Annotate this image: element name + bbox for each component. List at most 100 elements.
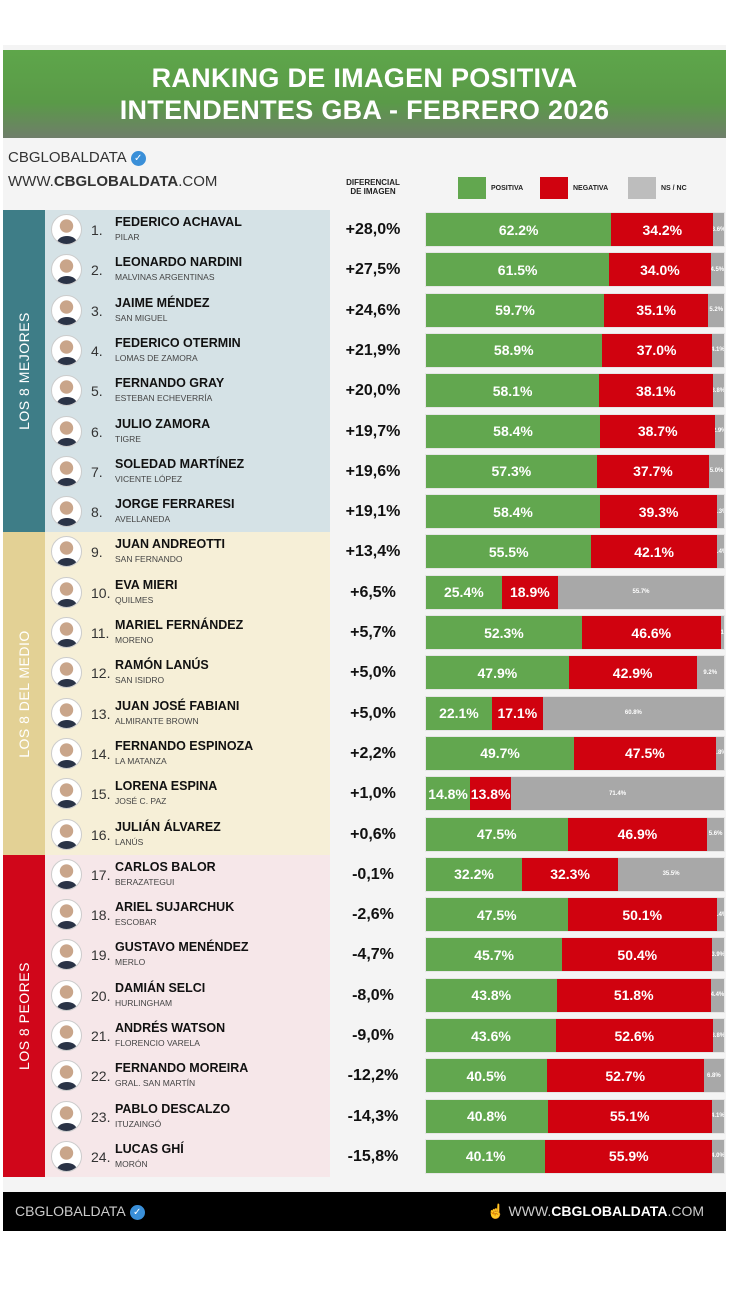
avatar: [51, 375, 82, 407]
municipality: MERLO: [115, 957, 146, 968]
avatar: [51, 778, 82, 810]
avatar: [51, 214, 82, 245]
image-differential: -12,2%: [347, 1067, 399, 1085]
bar-segment-nsnc: 5.0%: [709, 454, 724, 488]
municipality: ESTEBAN ECHEVERRÍA: [115, 393, 213, 404]
rank-number: 22.: [91, 1068, 111, 1085]
table-row: 1. FEDERICO ACHAVAL PILAR +28,0% 62.2% 34.2% 3…: [3, 210, 726, 250]
table-row: 24. LUCAS GHÍ MORÓN -15,8% 40.1%55.9%4.0%: [3, 1137, 726, 1177]
bar-segment-negative: 18.9%: [501, 575, 558, 609]
mayor-name: JORGE FERRARESI: [115, 497, 235, 512]
municipality: JOSÉ C. PAZ: [115, 796, 167, 807]
mayor-name: LUCAS GHÍ: [115, 1141, 184, 1156]
image-differential: +28,0%: [345, 221, 401, 238]
bar-segment-nsnc: 5.2%: [708, 293, 724, 327]
bar-segment-negative: 46.6%: [581, 616, 721, 649]
table-row: 13. JUAN JOSÉ FABIANI ALMIRANTE BROWN +5,0%…: [3, 694, 726, 734]
bar-segment-nsnc: 4.1%: [711, 333, 724, 367]
stacked-bar: 43.6%52.6%3.8%: [426, 1019, 724, 1052]
municipality: MORENO: [115, 635, 154, 645]
mayor-name: JUAN JOSÉ FABIANI: [115, 698, 240, 713]
legend-swatch-nsnc: [628, 177, 656, 199]
table-row: 9. JUAN ANDREOTTI SAN FERNANDO +13,4% 55.5% 4…: [3, 532, 726, 572]
image-differential: +21,9%: [345, 341, 401, 359]
bar-segment-negative: 50.4%: [562, 938, 713, 972]
table-row: 12. RAMÓN LANÚS SAN ISIDRO +5,0% 47.9% 42.9% 9…: [3, 653, 726, 693]
mayor-name: LEONARDO NARDINI: [115, 255, 243, 270]
bar-segment-positive: 58.4%: [426, 495, 601, 529]
legend-positive: POSITIVA: [458, 177, 523, 199]
title-line-1: RANKING DE IMAGEN POSITIVA: [151, 63, 578, 93]
bar-segment-negative: 39.3%: [600, 495, 718, 529]
stacked-bar: 49.7%47.5%2.8%: [426, 736, 724, 770]
mayor-name: JULIO ZAMORA: [115, 416, 211, 431]
bar-segment-negative: 38.1%: [599, 374, 713, 408]
bar-segment-positive: 43.8%: [426, 978, 557, 1012]
bar-segment-positive: 47.5%: [426, 898, 568, 932]
section-background: [45, 210, 330, 533]
diff-column-header: DIFERENCIAL DE IMAGEN: [333, 178, 413, 196]
image-differential: -2,6%: [352, 906, 394, 924]
mayor-name: FERNANDO MOREIRA: [115, 1061, 249, 1076]
rank-number: 12.: [91, 665, 111, 682]
table-row: 11. MARIEL FERNÁNDEZ MORENO +5,7% 52.3% 46.6%…: [3, 613, 726, 653]
rank-number: 18.: [91, 907, 111, 924]
municipality: BERAZATEGUI: [115, 876, 175, 887]
bar-segment-nsnc: 3.8%: [712, 374, 724, 408]
mayor-name: ARIEL SUJARCHUK: [115, 900, 235, 915]
table-row: 20. DAMIÁN SELCI HURLINGHAM -8,0% 43.8% 51.8%…: [3, 976, 726, 1016]
verified-icon: ✓: [129, 1204, 145, 1220]
municipality: SAN ISIDRO: [115, 675, 165, 686]
bar-segment-nsnc: 60.8%: [542, 696, 724, 730]
footer-site-prefix: WWW.: [508, 1203, 552, 1219]
bar-segment-positive: 61.5%: [426, 253, 610, 287]
bar-segment-negative: 37.0%: [601, 333, 712, 367]
stacked-bar: 58.1%38.1%3.8%: [426, 374, 724, 408]
bar-segment-nsnc: 4.1%: [711, 1099, 724, 1133]
avatar: [51, 254, 82, 286]
legend-label-nsnc: NS / NC: [661, 184, 687, 192]
legend-nsnc: NS / NC: [628, 177, 687, 199]
avatar: [51, 939, 82, 971]
header-website: WWW.CBGLOBALDATA.COM: [8, 173, 217, 190]
stacked-bar: 40.5% 52.7% 6.8%: [426, 1059, 724, 1093]
bar-segment-positive: 40.5%: [426, 1059, 547, 1093]
stacked-bar: 58.4%38.7%2.9%: [426, 414, 724, 448]
table-row: 6. JULIO ZAMORA TIGRE +19,7% 58.4%38.7%2.9%: [3, 412, 726, 452]
site-suffix: .COM: [178, 173, 218, 190]
bar-segment-negative: 13.8%: [470, 777, 512, 811]
bar-segment-nsnc: 6.8%: [703, 1059, 724, 1093]
stacked-bar: 58.9% 37.0% 4.1%: [426, 333, 724, 367]
image-differential: +19,7%: [345, 422, 401, 440]
municipality: QUILMES: [115, 594, 154, 605]
stacked-bar: 47.9% 42.9% 9.2%: [426, 656, 724, 690]
rank-number: 9.: [91, 544, 103, 561]
rank-number: 17.: [91, 866, 111, 883]
title-line-2: INTENDENTES GBA - FEBRERO 2026: [119, 95, 610, 125]
bar-segment-positive: 59.7%: [426, 293, 604, 327]
municipality: LA MATANZA: [115, 755, 167, 766]
table-row: 21. ANDRÉS WATSON FLORENCIO VARELA -9,0% 43.…: [3, 1016, 726, 1056]
mayor-name: CARLOS BALOR: [115, 859, 216, 874]
mayor-name: PABLO DESCALZO: [115, 1101, 231, 1116]
image-differential: +20,0%: [345, 382, 401, 400]
bar-segment-positive: 14.8%: [426, 777, 471, 811]
rank-number: 1.: [91, 222, 103, 238]
stacked-bar: 52.3%46.6%1.1%: [426, 616, 724, 649]
mayor-name: GUSTAVO MENÉNDEZ: [115, 940, 249, 955]
bar-segment-nsnc: 35.5%: [618, 857, 724, 891]
footer-website[interactable]: ☝ WWW.CBGLOBALDATA.COM: [487, 1203, 704, 1220]
header-brand: CBGLOBALDATA ✓: [8, 149, 146, 166]
image-differential: +19,1%: [345, 503, 401, 521]
table-row: 22. FERNANDO MOREIRA GRAL. SAN MARTÍN -12,2…: [3, 1056, 726, 1096]
avatar: [51, 697, 82, 729]
image-differential: +24,6%: [345, 301, 401, 319]
stacked-bar: 14.8% 13.8% 71.4%: [426, 777, 724, 811]
image-differential: -9,0%: [352, 1027, 394, 1044]
avatar: [51, 455, 82, 487]
image-differential: -14,3%: [347, 1107, 399, 1125]
mayor-name: RAMÓN LANÚS: [115, 658, 209, 673]
bar-segment-positive: 58.4%: [426, 414, 601, 448]
table-row: 16. JULIÁN ÁLVAREZ LANÚS +0,6% 47.5% 46.9% 5.6…: [3, 815, 726, 855]
table-row: 2. LEONARDO NARDINI MALVINAS ARGENTINAS +27…: [3, 250, 726, 290]
